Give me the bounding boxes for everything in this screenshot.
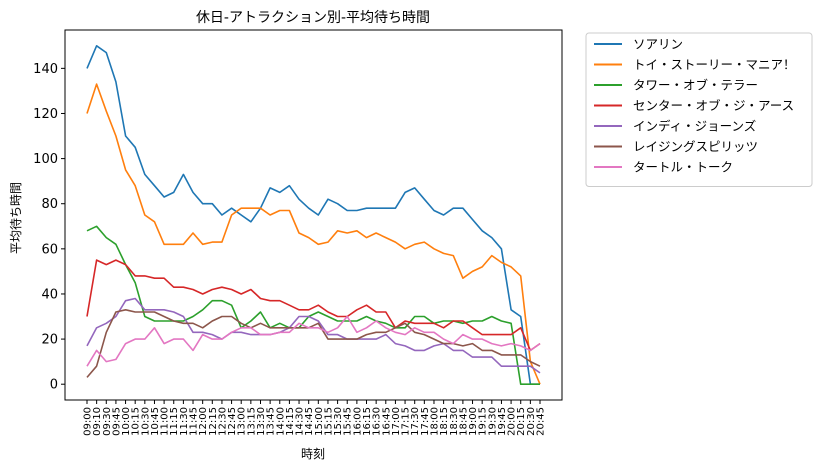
x-tick-label: 09:10 [92,407,103,436]
y-tick-label: 140 [33,62,58,77]
legend-label-1: ソアリン [633,37,683,52]
x-tick-label: 13:45 [266,407,277,436]
chart-title: 休日-アトラクション別-平均待ち時間 [196,10,430,26]
x-tick-label: 18:30 [449,407,460,436]
legend-label-3: タワー・オブ・テラー [633,78,758,93]
series-line-4 [86,259,541,352]
series-line-7 [86,315,541,367]
x-tick-label: 15:30 [333,407,344,436]
y-tick-label: 60 [41,242,58,257]
x-tick-label: 15:15 [324,407,335,436]
x-tick-label: 13:00 [237,407,248,436]
x-tick-label: 09:45 [111,407,122,436]
y-tick-label: 80 [41,197,58,212]
x-tick-label: 15:00 [314,407,325,436]
x-tick-label: 14:15 [285,407,296,436]
x-tick-label: 15:45 [343,407,354,436]
legend-label-7: タートル・トーク [633,160,733,175]
x-tick-label: 16:00 [352,407,363,436]
x-tick-label: 10:30 [140,407,151,436]
legend-label-5: インディ・ジョーンズ [633,119,756,134]
x-axis: 09:0009:1009:3009:4510:0010:1510:3010:45… [83,400,547,436]
x-tick-label: 18:00 [430,407,441,436]
legend-label-2: トイ・ストーリー・マニア！ [633,57,796,72]
x-tick-label: 10:00 [121,407,132,436]
x-tick-label: 10:45 [150,407,161,436]
legend-box [585,32,813,187]
legend-label-6: レイジングスピリッツ [633,139,758,154]
x-tick-label: 14:45 [304,407,315,436]
x-tick-label: 12:45 [227,407,238,436]
x-tick-label: 20:15 [516,407,527,436]
y-tick-label: 20 [41,333,58,348]
x-tick-label: 17:30 [410,407,421,436]
x-tick-label: 14:30 [295,407,306,436]
x-tick-label: 12:30 [217,407,228,436]
plot-frame [64,29,563,401]
x-tick-label: 17:00 [391,407,402,436]
x-tick-label: 20:00 [507,407,518,436]
y-tick-label: 120 [33,107,58,122]
x-tick-label: 13:30 [256,407,267,436]
x-tick-label: 17:45 [420,407,431,436]
x-axis-label: 時刻 [301,447,325,461]
series-line-3 [86,225,540,386]
x-tick-label: 20:30 [526,407,537,436]
x-tick-label: 18:45 [458,407,469,436]
x-tick-label: 17:15 [401,407,412,436]
y-tick-label: 100 [33,152,58,167]
x-tick-label: 18:15 [439,407,450,436]
y-tick-label: 40 [41,287,58,302]
y-axis-label: 平均待ち時間 [9,182,23,254]
x-tick-label: 09:00 [83,407,94,436]
x-tick-label: 11:15 [169,407,180,436]
x-tick-label: 16:15 [362,407,373,436]
x-tick-label: 19:15 [478,407,489,436]
x-tick-label: 16:45 [381,407,392,436]
x-tick-label: 11:45 [189,407,200,436]
x-tick-label: 11:00 [160,407,171,436]
x-tick-label: 19:00 [468,407,479,436]
series-line-5 [86,297,541,374]
legend-label-4: センター・オブ・ジ・アース [633,98,794,113]
series-line-2 [86,83,541,385]
x-tick-label: 19:30 [487,407,498,436]
x-tick-label: 14:00 [275,407,286,436]
y-axis: 0 20 40 60 80 100 120 140 [33,62,65,393]
x-tick-label: 09:30 [102,407,113,436]
series-line-6 [86,308,541,378]
x-tick-label: 12:15 [208,407,219,436]
plot-area [64,29,563,401]
x-tick-label: 13:15 [246,407,257,436]
x-tick-label: 10:15 [131,407,142,436]
x-tick-label: 19:45 [497,407,508,436]
x-tick-label: 11:30 [179,407,190,436]
x-tick-label: 16:30 [372,407,383,436]
series-line-1 [86,44,540,386]
x-tick-label: 20:45 [536,407,547,436]
y-tick-label: 0 [50,378,58,393]
x-tick-label: 12:00 [198,407,209,436]
